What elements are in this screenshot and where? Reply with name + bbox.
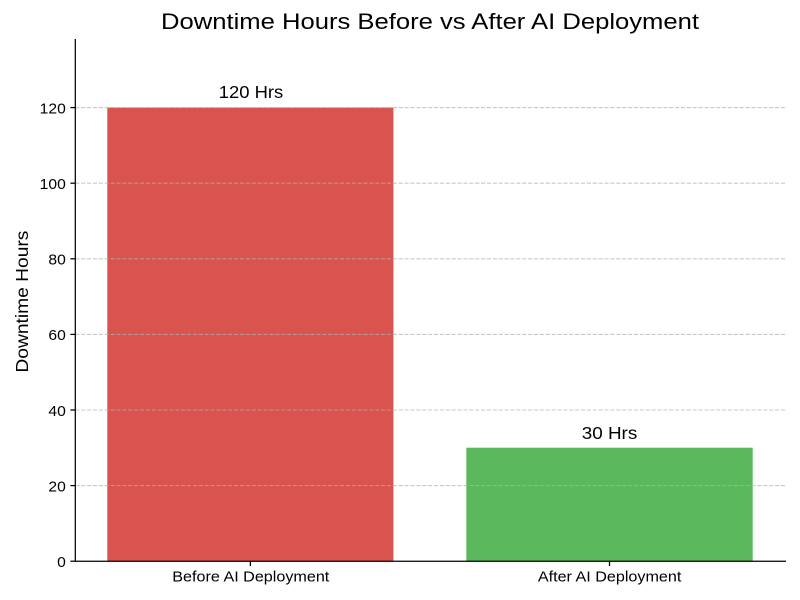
svg-text:Downtime Hours: Downtime Hours xyxy=(12,230,32,372)
svg-text:20: 20 xyxy=(48,479,65,495)
svg-text:100: 100 xyxy=(40,177,66,193)
svg-text:120 Hrs: 120 Hrs xyxy=(219,82,284,102)
svg-text:Downtime Hours Before vs After: Downtime Hours Before vs After AI Deploy… xyxy=(161,9,699,34)
svg-text:120: 120 xyxy=(40,101,66,117)
svg-text:30 Hrs: 30 Hrs xyxy=(582,423,638,443)
svg-text:After AI Deployment: After AI Deployment xyxy=(538,570,682,586)
svg-text:0: 0 xyxy=(57,555,66,571)
svg-text:Before AI Deployment: Before AI Deployment xyxy=(172,570,329,586)
svg-text:80: 80 xyxy=(48,253,65,269)
svg-text:40: 40 xyxy=(48,404,65,420)
svg-text:60: 60 xyxy=(48,328,65,344)
